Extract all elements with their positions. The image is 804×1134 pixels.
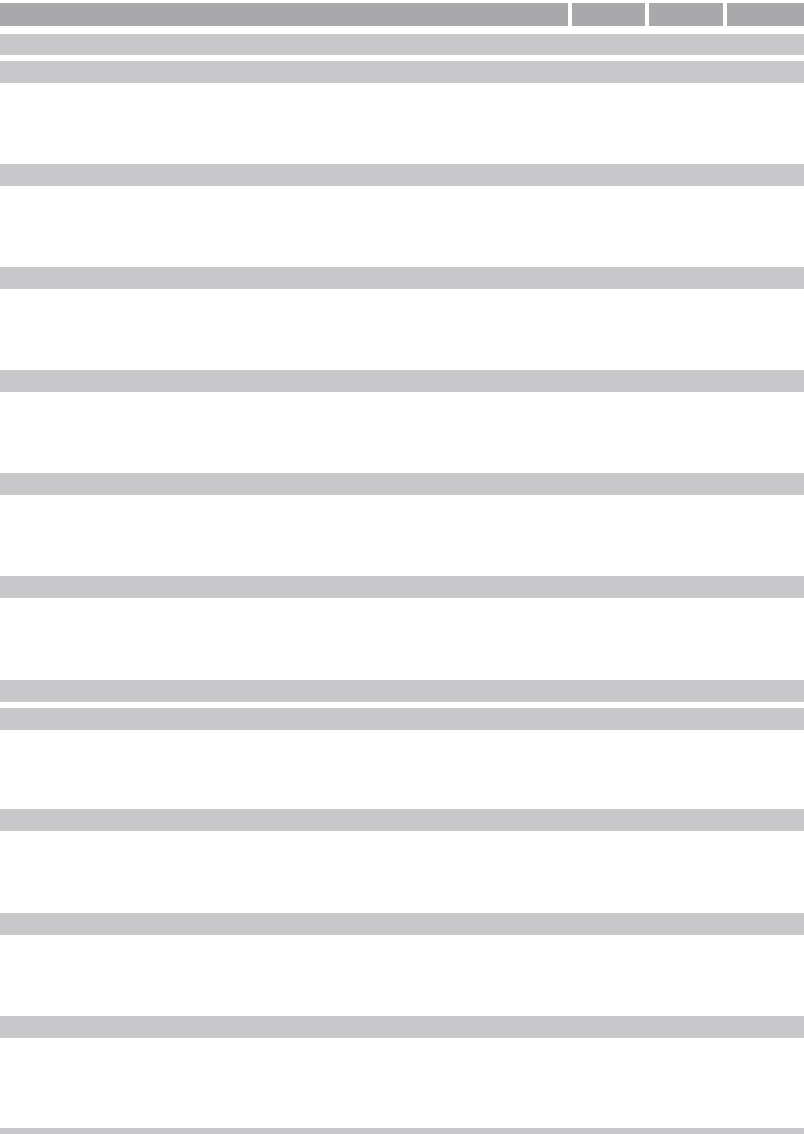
section-bar (0, 34, 804, 55)
row-bar (0, 473, 804, 495)
header-cell (649, 3, 723, 26)
row-bar (0, 267, 804, 289)
header-cell (572, 3, 645, 26)
row-bar (0, 576, 804, 598)
section-bar (0, 680, 804, 702)
header-cell (0, 3, 568, 26)
row-bar (0, 61, 804, 83)
row-bar (0, 913, 804, 935)
row-bar (0, 809, 804, 831)
row-bar (0, 708, 804, 730)
row-bar (0, 1016, 804, 1038)
header-cell (727, 3, 804, 26)
row-bar (0, 164, 804, 186)
row-bar (0, 1128, 804, 1134)
row-bar (0, 370, 804, 392)
